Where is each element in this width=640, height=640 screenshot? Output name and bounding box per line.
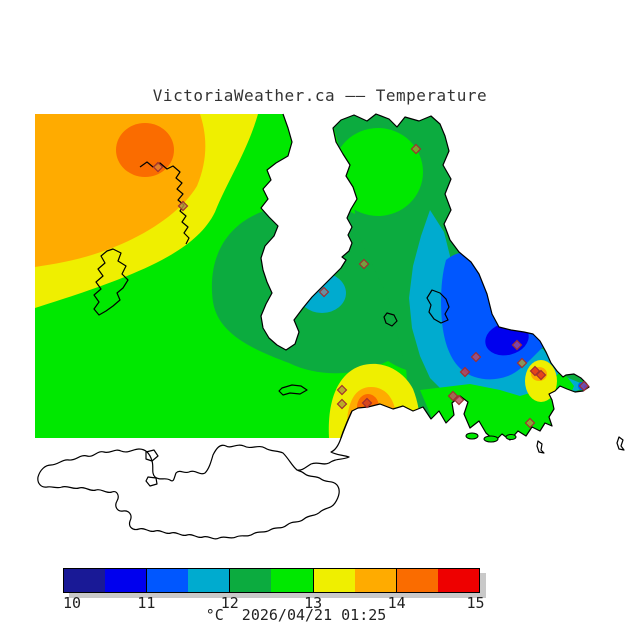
station-marker [535,369,547,381]
station-marker [358,258,370,270]
lake-outline-small-2 [145,476,158,487]
station-marker [470,351,482,363]
colorbar-tick-12: 12 [220,594,239,612]
contour-fills [35,114,589,441]
station-markers [152,143,590,429]
islet-outline-trial [536,440,545,454]
coastline-south-shore [37,410,353,540]
islet-green-1 [465,432,479,440]
station-marker [336,384,348,396]
station-marker [318,286,330,298]
station-marker [177,200,189,212]
colorbar-segment-10-10.5 [64,569,106,592]
station-marker [410,143,422,155]
coastlines [37,113,625,540]
south-islets [465,432,517,443]
station-marker [459,366,471,378]
lake-outline-small-1 [145,449,159,462]
station-marker [524,417,536,429]
islet-green-2 [483,435,499,443]
colorbar-segment-11-11.5 [146,569,189,592]
contour-green-peninsula-north [333,128,423,216]
contour-yellow-southeast [525,360,557,402]
colorbar-unit-date-label: °C 2026/04/21 01:25 [205,606,387,624]
colorbar-tick-11: 11 [137,594,156,612]
station-marker [152,161,164,173]
lake-outline-prospect [383,312,398,327]
colorbar-tick-10: 10 [63,594,82,612]
coastline-cowichan-shore [139,161,190,245]
colorbar-tick-14: 14 [387,594,406,612]
lake-outline-langford [278,384,308,396]
station-marker [578,380,590,392]
colorbar-segment-12.5-13 [271,569,313,592]
station-marker [336,398,348,410]
coastline-main [260,113,590,442]
lake-outline-elk [426,289,450,324]
colorbar-tick-labels: 10 11 12 13 14 15 [0,594,640,612]
colorbar-segment-12-12.5 [229,569,272,592]
colorbar-segment-11.5-12 [188,569,230,592]
station-marker [361,397,373,409]
islet-green-3 [505,434,517,440]
islet-outline-east [616,436,625,451]
station-marker [516,357,528,369]
colorbar-segment-10.5-11 [105,569,147,592]
colorbar-segment-13-13.5 [312,569,355,592]
colorbar-segment-14-14.5 [395,569,438,592]
station-marker [529,365,541,377]
contour-redorange-northwest [116,123,174,177]
page-title: VictoriaWeather.ca —— Temperature [152,86,488,105]
colorbar-tick-13: 13 [304,594,323,612]
colorbar-segment-14.5-15 [437,569,479,592]
colorbar-segment-13.5-14 [354,569,396,592]
station-marker [447,390,459,402]
colorbar-tick-15: 15 [466,594,485,612]
colorbar [63,568,480,593]
station-marker [453,394,465,406]
station-marker [511,339,523,351]
island-outline-saltspring [93,248,129,316]
